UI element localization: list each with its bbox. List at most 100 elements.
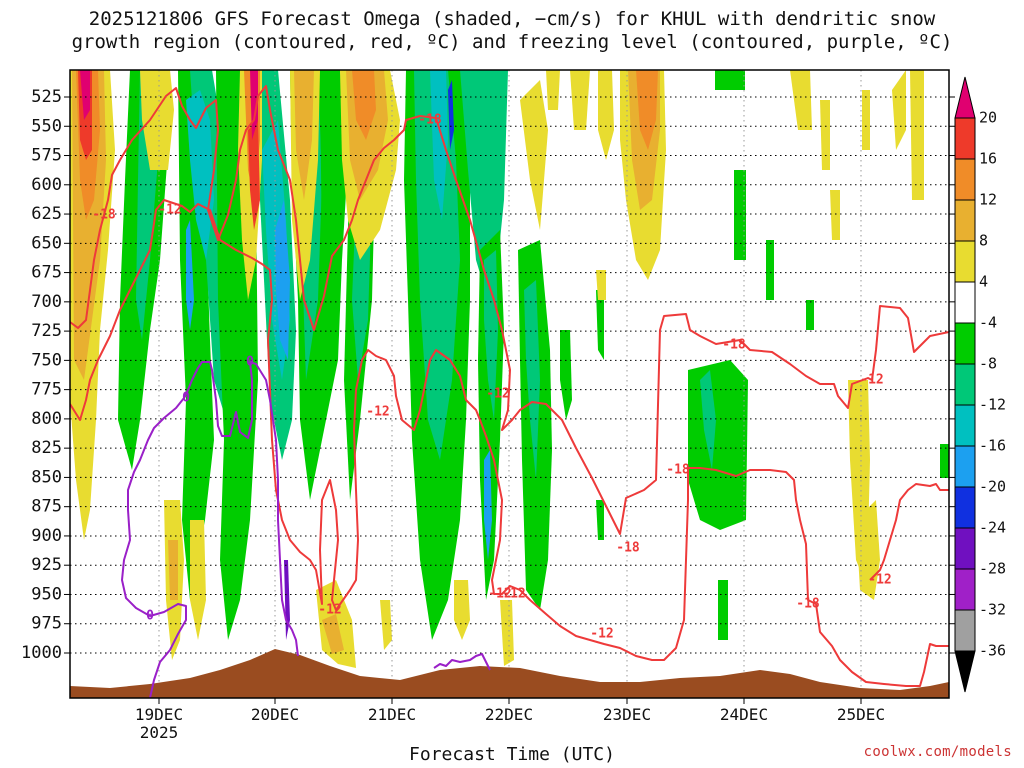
colorbar-label: -4 [979,314,997,332]
red-contour-label: -12 [502,587,525,602]
omega-region [790,70,812,130]
y-tick-label: 600 [31,175,62,195]
y-tick-label: 925 [31,555,62,575]
y-tick-label: 550 [31,116,62,136]
red-contour-label: -12 [590,627,613,642]
red-contour-label: -12 [366,405,389,420]
omega-region [320,70,336,300]
contour-labels: -18 -12-18-18-12-12-12-18-18-12-12-12-18-… [92,113,891,642]
red-contour-label: -18 [796,597,820,612]
omega-region [570,70,590,130]
y-tick-label: 575 [31,146,62,166]
y-tick-label: 850 [31,467,62,487]
omega-region [910,70,924,200]
omega-region [766,240,774,300]
colorbar-label: -20 [979,478,1006,496]
colorbar: 20 16 12 8 4 -4 -8 -12 -16 -20 -24 -28 -32 -36 [954,76,1006,693]
purple-contour-label: 0 [246,355,254,370]
omega-region [718,580,728,640]
omega-region [322,614,344,654]
omega-region [524,280,540,480]
colorbar-segment [954,650,976,693]
colorbar-label: -28 [979,560,1006,578]
colorbar-segment [954,240,976,283]
red-contour-label: -18 [722,338,746,353]
colorbar-segment [954,363,976,406]
omega-streak [448,80,454,150]
colorbar-segment [954,199,976,242]
omega-region [806,300,814,330]
red-contour [70,85,949,535]
y-tick-label: 750 [31,350,62,370]
colorbar-label: 20 [979,109,997,127]
omega-region [546,70,560,110]
omega-region [80,70,90,120]
omega-region [560,330,572,420]
colorbar-segment [954,486,976,529]
omega-region [186,90,214,260]
red-contour-label: -12 [158,203,181,218]
red-contour-label: -18 [92,208,116,223]
omega-streak [186,220,194,330]
x-tick-label: 22DEC [485,705,533,724]
y-axis: 525 550 575 600 625 650 675 700 725 750 775 800 825 8… [21,87,955,663]
omega-region [414,70,460,460]
omega-region [140,70,174,170]
y-tick-label: 625 [31,204,62,224]
y-tick-label: 700 [31,292,62,312]
omega-region [454,580,470,640]
x-tick-label: 23DEC [603,705,651,724]
colorbar-segment [954,527,976,570]
colorbar-segment [954,445,976,488]
terrain [70,649,949,698]
y-tick-label: 775 [31,380,62,400]
omega-region [940,444,949,478]
y-tick-label: 1000 [21,643,62,663]
omega-region [248,120,260,230]
chart-title-line2: growth region (contoured, red, ºC) and f… [71,31,953,53]
omega-region [596,500,604,540]
y-tick-label: 875 [31,497,62,517]
omega-region [275,200,290,360]
omega-region [596,270,606,300]
y-tick-label: 650 [31,233,62,253]
omega-region [352,70,376,140]
colorbar-label: -16 [979,437,1006,455]
omega-shading [70,70,949,690]
x-tick-label: 21DEC [368,705,416,724]
purple-contour [433,653,491,671]
omega-region [294,70,314,200]
omega-region [830,190,840,240]
omega-region [596,290,604,360]
red-contour-label: -18 [616,541,640,556]
colorbar-label: -24 [979,519,1006,537]
omega-region [892,70,906,150]
colorbar-label: -32 [979,601,1006,619]
x-tick-label: 24DEC [720,705,768,724]
omega-region [168,540,178,600]
x-year-label: 2025 [140,723,179,742]
omega-region [484,250,498,420]
colorbar-segment [954,76,976,119]
colorbar-segment [954,609,976,652]
x-axis: 19DEC 20DEC 21DEC 22DEC 23DEC 24DEC 25DEC 2025 [135,698,885,742]
y-tick-label: 725 [31,321,62,341]
y-tick-label: 800 [31,409,62,429]
omega-region [380,600,392,650]
colorbar-segment [954,404,976,447]
colorbar-label: 12 [979,191,997,209]
red-contour-label: -18 [418,113,442,128]
x-tick-label: 25DEC [837,705,885,724]
y-tick-label: 950 [31,584,62,604]
omega-region [700,370,716,470]
red-contour-label: -12 [486,387,509,402]
purple-contour [121,361,299,698]
y-tick-label: 900 [31,526,62,546]
colorbar-segment [954,117,976,160]
contours [70,85,949,698]
red-contour [70,199,949,687]
y-tick-label: 975 [31,614,62,634]
red-contour [869,483,949,581]
colorbar-segment [954,322,976,365]
